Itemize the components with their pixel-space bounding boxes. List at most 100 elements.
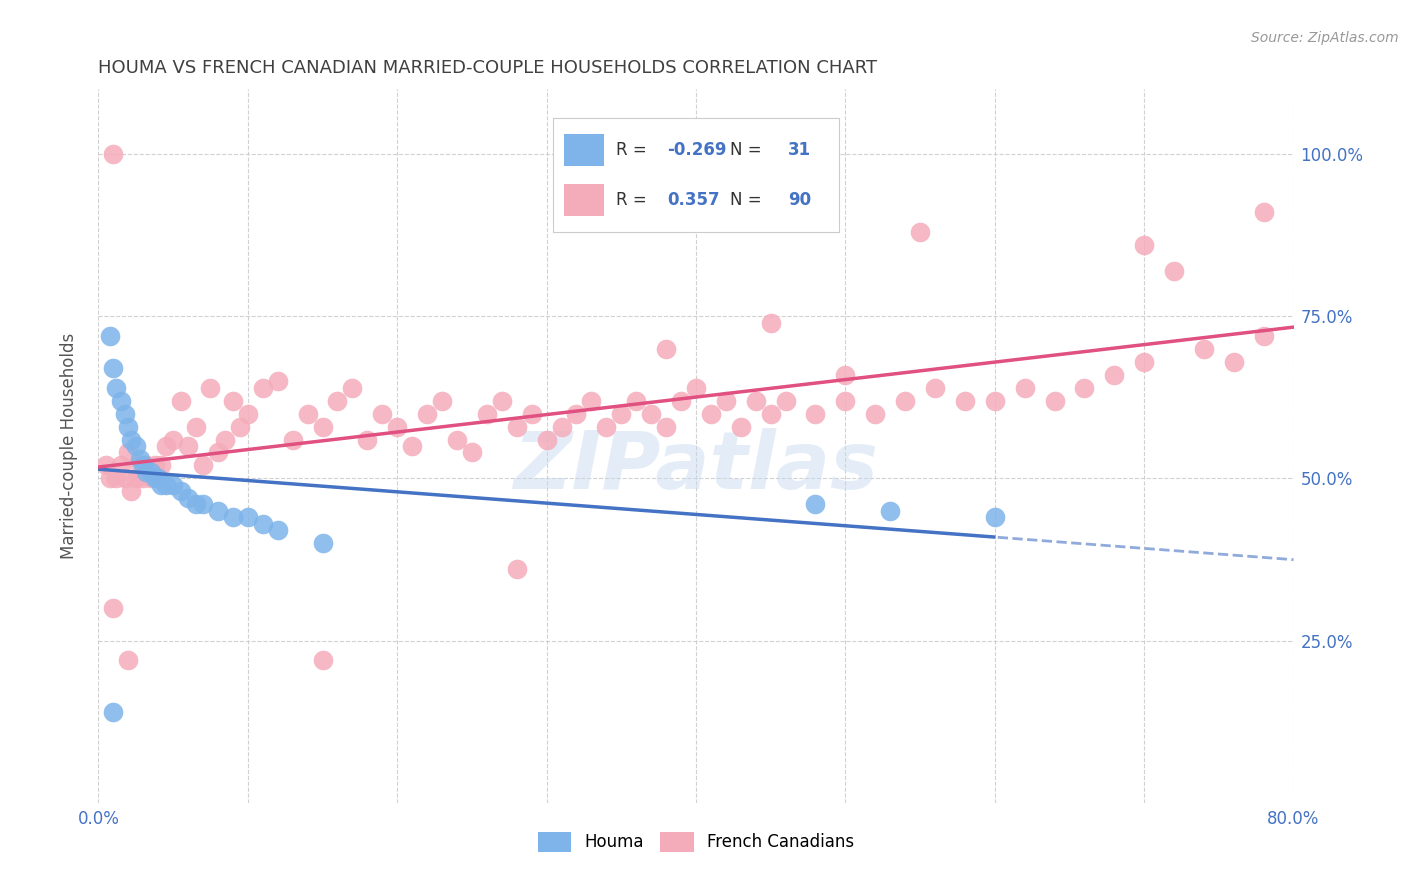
Point: [150, 458, 173, 473]
Point: [150, 478, 173, 492]
Point: [191, 497, 214, 511]
Point: [143, 471, 166, 485]
Point: [311, 419, 333, 434]
Point: [125, 439, 148, 453]
Point: [184, 419, 207, 434]
Point: [222, 393, 245, 408]
Point: [281, 433, 304, 447]
Point: [114, 471, 136, 485]
Point: [148, 471, 170, 485]
Point: [506, 562, 529, 576]
Point: [640, 407, 662, 421]
Point: [110, 393, 132, 408]
Y-axis label: Married-couple Households: Married-couple Households: [59, 333, 77, 559]
Point: [117, 653, 139, 667]
Point: [311, 653, 333, 667]
Point: [385, 419, 409, 434]
Point: [135, 465, 157, 479]
Point: [416, 407, 439, 421]
Text: ZIPatlas: ZIPatlas: [513, 428, 879, 507]
Point: [236, 407, 259, 421]
Point: [1163, 264, 1185, 278]
Point: [169, 484, 191, 499]
Point: [103, 705, 125, 719]
Point: [1192, 342, 1215, 356]
Point: [177, 491, 200, 505]
Point: [461, 445, 484, 459]
Point: [103, 147, 125, 161]
Point: [536, 433, 558, 447]
Point: [129, 458, 152, 473]
Point: [114, 407, 136, 421]
Point: [139, 471, 162, 485]
Legend: Houma, French Canadians: Houma, French Canadians: [531, 825, 860, 859]
Point: [148, 471, 170, 485]
Point: [267, 524, 290, 538]
Point: [550, 419, 572, 434]
Point: [1133, 238, 1156, 252]
Point: [595, 419, 617, 434]
Point: [155, 478, 177, 492]
Point: [222, 510, 245, 524]
Point: [1223, 354, 1246, 368]
Point: [1073, 381, 1095, 395]
Point: [98, 471, 122, 485]
Point: [132, 458, 155, 473]
Point: [655, 419, 678, 434]
Point: [610, 407, 633, 421]
Point: [326, 393, 349, 408]
Point: [745, 393, 768, 408]
Point: [117, 445, 139, 459]
Point: [297, 407, 319, 421]
Point: [804, 497, 827, 511]
Point: [267, 374, 290, 388]
Point: [953, 393, 976, 408]
Point: [714, 393, 737, 408]
Point: [207, 445, 229, 459]
Point: [834, 368, 856, 382]
Point: [700, 407, 723, 421]
Point: [1014, 381, 1036, 395]
Point: [804, 407, 827, 421]
Point: [125, 471, 148, 485]
Point: [730, 419, 752, 434]
Text: HOUMA VS FRENCH CANADIAN MARRIED-COUPLE HOUSEHOLDS CORRELATION CHART: HOUMA VS FRENCH CANADIAN MARRIED-COUPLE …: [98, 59, 877, 77]
Point: [162, 433, 184, 447]
Point: [117, 419, 139, 434]
Point: [685, 381, 707, 395]
Point: [155, 439, 177, 453]
Point: [475, 407, 498, 421]
Point: [669, 393, 692, 408]
Point: [1133, 354, 1156, 368]
Point: [184, 497, 207, 511]
Point: [984, 393, 1007, 408]
Point: [430, 393, 453, 408]
Point: [924, 381, 946, 395]
Point: [626, 393, 648, 408]
Point: [834, 393, 856, 408]
Point: [169, 393, 191, 408]
Point: [565, 407, 588, 421]
Point: [759, 407, 782, 421]
Point: [446, 433, 468, 447]
Point: [236, 510, 259, 524]
Point: [356, 433, 378, 447]
Point: [311, 536, 333, 550]
Point: [191, 458, 214, 473]
Point: [520, 407, 543, 421]
Point: [94, 458, 117, 473]
Point: [103, 361, 125, 376]
Point: [105, 381, 128, 395]
Point: [207, 504, 229, 518]
Point: [984, 510, 1007, 524]
Text: Source: ZipAtlas.com: Source: ZipAtlas.com: [1251, 31, 1399, 45]
Point: [177, 439, 200, 453]
Point: [229, 419, 252, 434]
Point: [162, 478, 184, 492]
Point: [491, 393, 513, 408]
Point: [132, 471, 155, 485]
Point: [371, 407, 394, 421]
Point: [139, 465, 162, 479]
Point: [105, 471, 128, 485]
Point: [879, 504, 901, 518]
